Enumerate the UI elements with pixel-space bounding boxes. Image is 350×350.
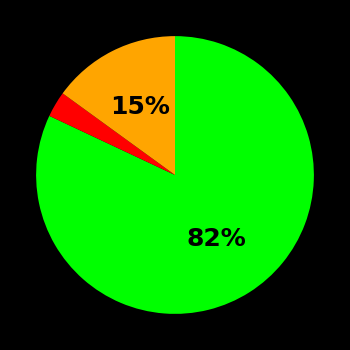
- Wedge shape: [36, 36, 314, 314]
- Wedge shape: [63, 36, 175, 175]
- Text: 82%: 82%: [186, 228, 246, 252]
- Text: 15%: 15%: [110, 95, 170, 119]
- Wedge shape: [49, 93, 175, 175]
